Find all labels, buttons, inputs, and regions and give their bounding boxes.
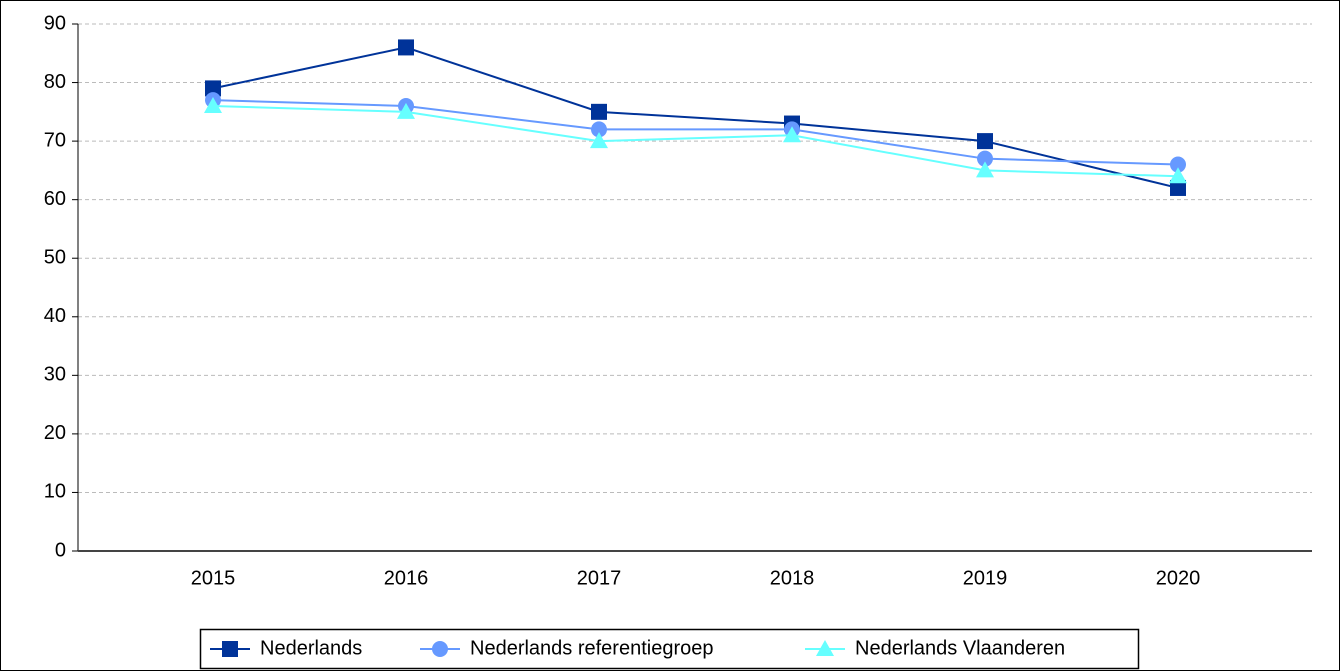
- marker: [591, 103, 607, 120]
- marker: [204, 96, 222, 113]
- y-tick-label: 0: [55, 539, 66, 561]
- x-tick-label: 2016: [384, 567, 429, 589]
- legend-box: [199, 628, 1140, 670]
- x-tick-label: 2020: [1156, 567, 1201, 589]
- marker: [432, 641, 448, 657]
- y-tick-label: 10: [44, 481, 66, 503]
- y-tick-label: 30: [44, 364, 66, 386]
- series-line: [212, 99, 1179, 166]
- marker: [222, 641, 238, 657]
- marker: [1169, 167, 1187, 184]
- marker: [1170, 179, 1186, 196]
- legend-label: Nederlands referentiegroep: [470, 637, 714, 659]
- y-tick-label: 20: [44, 422, 66, 444]
- y-tick-label: 50: [44, 247, 66, 269]
- y-tick-label: 40: [44, 305, 66, 327]
- x-tick-label: 2015: [191, 567, 236, 589]
- legend-label: Nederlands Vlaanderen: [855, 637, 1065, 659]
- legend-label: Nederlands: [260, 637, 362, 659]
- series-line: [212, 104, 1179, 178]
- x-tick-label: 2017: [577, 567, 622, 589]
- marker: [977, 150, 993, 167]
- y-tick-label: 60: [44, 188, 66, 210]
- marker: [590, 132, 608, 149]
- marker: [205, 80, 221, 97]
- x-tick-label: 2018: [770, 567, 815, 589]
- marker: [1170, 156, 1186, 173]
- marker: [398, 39, 414, 56]
- marker: [816, 640, 834, 656]
- series-line: [212, 46, 1179, 189]
- y-tick-label: 90: [44, 12, 66, 34]
- y-tick-label: 70: [44, 129, 66, 151]
- y-tick-label: 80: [44, 71, 66, 93]
- marker: [591, 121, 607, 138]
- marker: [977, 133, 993, 150]
- marker: [397, 102, 415, 119]
- marker: [976, 161, 994, 178]
- marker: [783, 126, 801, 143]
- x-tick-label: 2019: [963, 567, 1008, 589]
